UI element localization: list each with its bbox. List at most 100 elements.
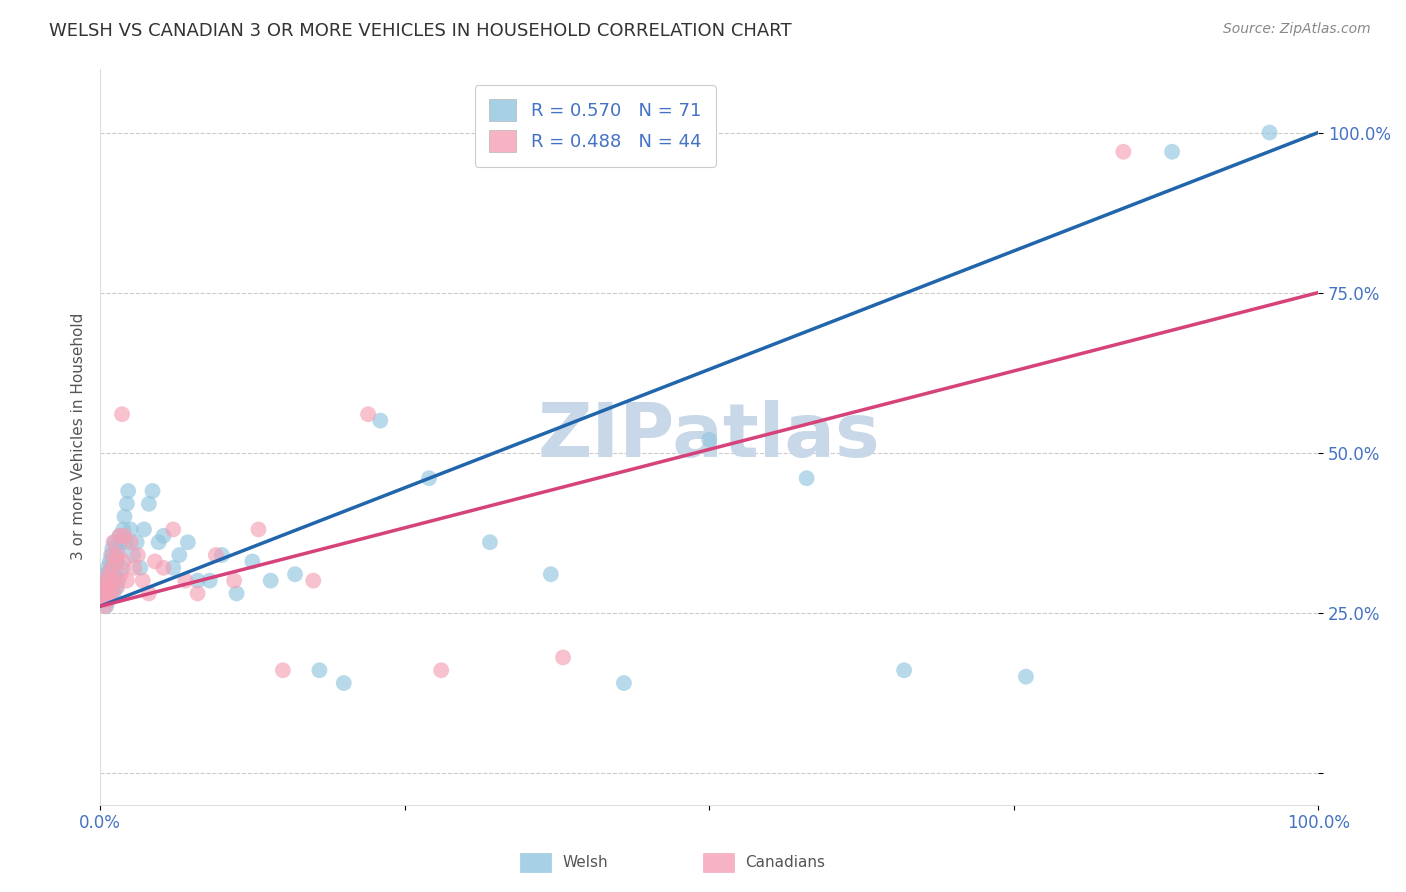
Point xyxy=(96,567,118,582)
Point xyxy=(247,523,270,537)
Point xyxy=(104,548,127,562)
Point xyxy=(97,567,120,582)
Point xyxy=(101,548,124,562)
Point xyxy=(114,529,136,543)
Point xyxy=(478,535,501,549)
Point xyxy=(152,561,174,575)
Point xyxy=(122,561,145,575)
Point xyxy=(893,663,915,677)
Point xyxy=(211,548,233,562)
Point xyxy=(94,592,117,607)
Point xyxy=(108,529,131,543)
Point xyxy=(96,599,118,614)
Point xyxy=(103,535,125,549)
Point xyxy=(162,561,184,575)
Point xyxy=(105,580,128,594)
Point xyxy=(224,574,246,588)
Point xyxy=(101,541,124,556)
Point xyxy=(107,574,129,588)
Point xyxy=(117,483,139,498)
Point xyxy=(430,663,453,677)
Point xyxy=(1112,145,1135,159)
Point xyxy=(114,509,136,524)
Point xyxy=(162,523,184,537)
Point xyxy=(302,574,325,588)
Point xyxy=(357,407,380,421)
Point xyxy=(260,574,283,588)
Point xyxy=(205,548,228,562)
Point xyxy=(187,586,209,600)
Point xyxy=(127,548,149,562)
Point xyxy=(100,567,122,582)
Point xyxy=(115,497,138,511)
Point xyxy=(114,535,136,549)
Point xyxy=(98,586,121,600)
Point xyxy=(174,574,197,588)
Point xyxy=(103,586,125,600)
Point xyxy=(107,548,129,562)
Point xyxy=(225,586,247,600)
Point xyxy=(132,523,155,537)
Point xyxy=(1161,145,1184,159)
Point xyxy=(98,554,121,568)
Point xyxy=(93,592,115,607)
Point xyxy=(104,567,127,582)
Point xyxy=(100,561,122,575)
Point xyxy=(104,574,127,588)
Point xyxy=(148,535,170,549)
Point xyxy=(101,561,124,575)
Text: Welsh: Welsh xyxy=(562,855,607,870)
Point xyxy=(198,574,221,588)
Point xyxy=(308,663,330,677)
Point xyxy=(120,535,142,549)
Point xyxy=(551,650,574,665)
Point xyxy=(138,497,160,511)
Point xyxy=(98,574,121,588)
Point xyxy=(93,586,115,600)
Point xyxy=(108,529,131,543)
Point xyxy=(138,586,160,600)
Point xyxy=(332,676,354,690)
Point xyxy=(697,433,720,447)
Legend: R = 0.570   N = 71, R = 0.488   N = 44: R = 0.570 N = 71, R = 0.488 N = 44 xyxy=(475,85,716,167)
Point xyxy=(97,592,120,607)
Point xyxy=(111,561,134,575)
Point xyxy=(104,535,127,549)
Point xyxy=(104,554,127,568)
Point xyxy=(100,548,122,562)
Point xyxy=(271,663,294,677)
Point xyxy=(96,592,118,607)
Point xyxy=(107,541,129,556)
Point xyxy=(96,574,118,588)
Text: WELSH VS CANADIAN 3 OR MORE VEHICLES IN HOUSEHOLD CORRELATION CHART: WELSH VS CANADIAN 3 OR MORE VEHICLES IN … xyxy=(49,22,792,40)
Point xyxy=(115,574,138,588)
Point xyxy=(97,567,120,582)
Point xyxy=(112,554,135,568)
Point xyxy=(94,580,117,594)
Point xyxy=(97,580,120,594)
Point xyxy=(132,574,155,588)
Point xyxy=(796,471,818,485)
Point xyxy=(96,561,118,575)
Point xyxy=(96,586,118,600)
Point xyxy=(125,535,148,549)
Point xyxy=(418,471,440,485)
Point xyxy=(110,567,132,582)
Point xyxy=(100,586,122,600)
Point xyxy=(1015,670,1038,684)
Point xyxy=(111,407,134,421)
Point xyxy=(94,574,117,588)
Point xyxy=(187,574,209,588)
Y-axis label: 3 or more Vehicles in Household: 3 or more Vehicles in Household xyxy=(72,313,86,560)
Point xyxy=(284,567,307,582)
Point xyxy=(101,574,124,588)
Point xyxy=(103,554,125,568)
Point xyxy=(110,535,132,549)
Point xyxy=(100,586,122,600)
Text: ZIPatlas: ZIPatlas xyxy=(538,401,880,473)
Point xyxy=(129,561,152,575)
Point xyxy=(104,580,127,594)
Text: Canadians: Canadians xyxy=(745,855,825,870)
Point xyxy=(152,529,174,543)
Point xyxy=(143,554,166,568)
